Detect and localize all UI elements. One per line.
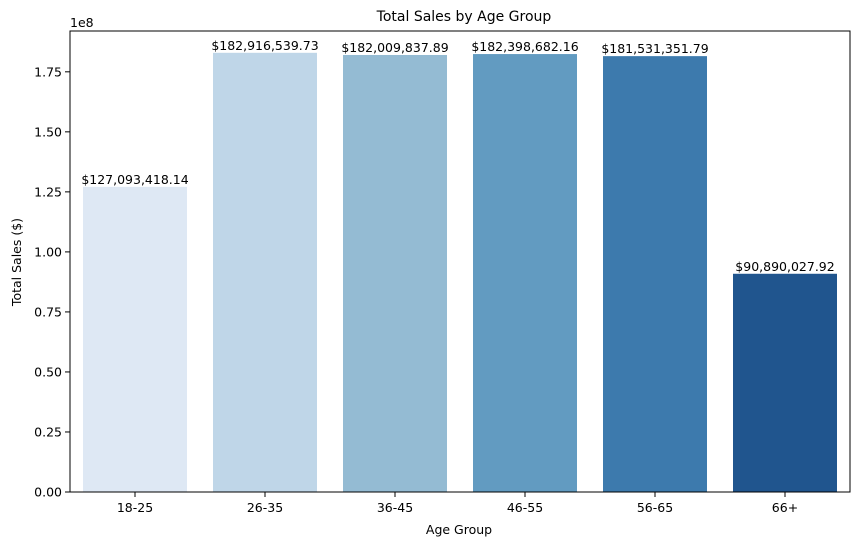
- y-tick-label: 1.50: [34, 124, 62, 139]
- data-label-66+: $90,890,027.92: [735, 259, 834, 274]
- x-tick-label: 56-65: [637, 500, 673, 515]
- bar-18-25: [83, 186, 187, 492]
- y-tick-label: 0.25: [34, 424, 62, 439]
- bar-56-65: [603, 56, 707, 493]
- data-label-46-55: $182,398,682.16: [471, 39, 578, 54]
- data-label-36-45: $182,009,837.89: [341, 40, 448, 55]
- y-tick-label: 1.00: [34, 244, 62, 259]
- y-tick-label: 1.75: [34, 64, 62, 79]
- bar-26-35: [213, 52, 317, 493]
- bar-36-45: [343, 54, 447, 493]
- plot-area: $127,093,418.14 $182,916,539.73 $182,009,8…: [34, 30, 851, 515]
- x-tick-label: 36-45: [377, 500, 413, 515]
- axes-frame: [69, 30, 851, 493]
- y-tick-label: 0.00: [34, 485, 62, 500]
- y-scale-note: 1e8: [70, 15, 94, 30]
- y-tick-label: 0.75: [34, 304, 62, 319]
- y-tick-label: 0.50: [34, 364, 62, 379]
- data-label-56-65: $181,531,351.79: [601, 41, 708, 56]
- x-tick-label: 46-55: [507, 500, 543, 515]
- bar-66+: [733, 273, 837, 492]
- x-tick-label: 26-35: [247, 500, 283, 515]
- x-tick-label: 66+: [772, 500, 798, 515]
- x-axis-label: Age Group: [426, 522, 492, 537]
- x-tick-label: 18-25: [117, 500, 153, 515]
- data-label-18-25: $127,093,418.14: [81, 172, 188, 187]
- data-label-26-35: $182,916,539.73: [211, 38, 318, 53]
- y-axis-label: Total Sales ($): [9, 218, 24, 307]
- bar-46-55: [473, 54, 577, 493]
- chart-title: Total Sales by Age Group: [376, 9, 552, 25]
- y-tick-label: 1.25: [34, 184, 62, 199]
